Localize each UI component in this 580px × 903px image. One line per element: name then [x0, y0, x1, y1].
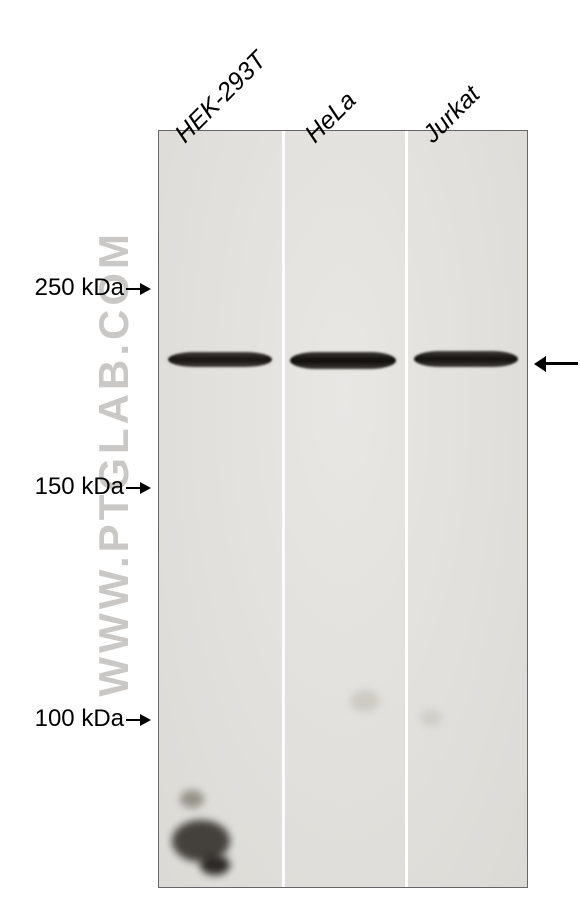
mw-label-text: 150 kDa [35, 473, 124, 500]
blot-membrane [158, 130, 528, 888]
blot-artifact [200, 855, 230, 875]
mw-arrow-icon [126, 282, 152, 296]
mw-arrow-icon [126, 713, 152, 727]
lane-divider [405, 131, 408, 887]
band-indicator-arrow [534, 356, 580, 372]
mw-label-text: 250 kDa [35, 274, 124, 301]
blot-background [159, 131, 527, 887]
blot-artifact [180, 790, 204, 808]
molecular-weight-marker: 250 kDa [0, 274, 152, 302]
blot-artifact [350, 690, 380, 712]
molecular-weight-marker: 100 kDa [0, 705, 152, 733]
protein-band [168, 352, 272, 367]
lane-divider [282, 131, 285, 887]
mw-label-text: 100 kDa [35, 705, 124, 732]
molecular-weight-marker: 150 kDa [0, 473, 152, 501]
protein-band [414, 351, 518, 367]
arrow-head [534, 356, 546, 372]
arrow-shaft [544, 362, 578, 365]
blot-artifact [420, 710, 442, 726]
mw-arrow-icon [126, 481, 152, 495]
protein-band [290, 352, 396, 369]
western-blot-figure: WWW.PTGLAB.COM HEK-293THeLaJurkat250 kDa… [0, 0, 580, 903]
